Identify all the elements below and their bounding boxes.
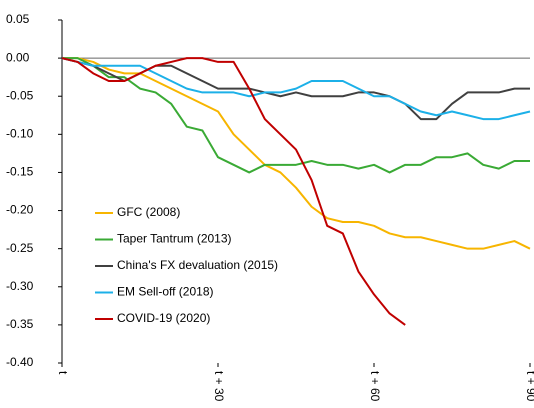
legend-label: Taper Tantrum (2013) <box>117 232 232 246</box>
series-line <box>62 57 530 174</box>
x-tick-label: t + 60 <box>368 371 382 402</box>
series-line <box>62 57 531 250</box>
y-tick-label: -0.20 <box>6 203 34 217</box>
legend-label: EM Sell-off (2018) <box>117 285 214 299</box>
legend-label: COVID-19 (2020) <box>117 311 210 325</box>
y-tick-label: -0.35 <box>6 317 34 331</box>
y-tick-label: -0.40 <box>6 355 34 369</box>
legend-label: GFC (2008) <box>117 205 180 219</box>
y-tick-label: -0.25 <box>6 241 34 255</box>
series-line <box>61 57 406 326</box>
y-tick-label: -0.30 <box>6 279 34 293</box>
x-tick-label: t <box>56 371 70 375</box>
y-tick-label: -0.15 <box>6 165 34 179</box>
legend-label: China's FX devaluation (2015) <box>117 258 278 272</box>
x-tick-label: t + 90 <box>524 371 534 402</box>
series-line <box>61 57 531 121</box>
y-tick-label: -0.10 <box>6 127 34 141</box>
y-tick-label: -0.05 <box>6 88 34 102</box>
x-tick-label: t + 30 <box>212 371 226 402</box>
y-tick-label: 0.00 <box>6 50 30 64</box>
y-tick-label: 0.05 <box>6 12 30 26</box>
